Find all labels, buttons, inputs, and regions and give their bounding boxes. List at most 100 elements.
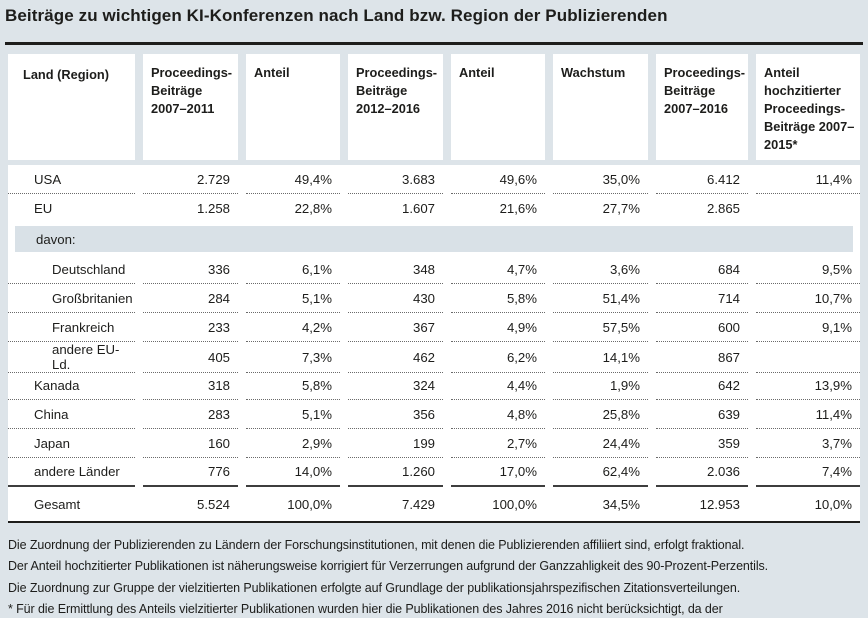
value-cell: 12.953 xyxy=(699,496,740,512)
value-cell: 10,7% xyxy=(756,284,860,313)
table-row-kanada: Kanada 318 5,8% 324 4,4% 1,9% 642 13,9% xyxy=(8,371,860,400)
value-cell: 4,7% xyxy=(451,255,545,284)
column-header-anteil-hochzitiert: Anteil hochzitierter Proceedings-Beiträg… xyxy=(756,54,860,160)
value-cell: 13,9% xyxy=(756,371,860,400)
value-cell: 7,4% xyxy=(756,458,860,487)
row-label: Kanada xyxy=(8,371,135,400)
value-cell: 684 xyxy=(656,255,748,284)
value-cell: 348 xyxy=(348,255,443,284)
row-label: Großbritanien xyxy=(8,284,135,313)
value-cell: 1.258 xyxy=(196,201,230,216)
table-row-china: China 283 5,1% 356 4,8% 25,8% 639 11,4% xyxy=(8,400,860,429)
table-row-gro-britanien: Großbritanien 284 5,1% 430 5,8% 51,4% 714 10,7% xyxy=(8,284,860,313)
value-cell: 5,8% xyxy=(246,371,340,400)
value-cell: 462 xyxy=(348,342,443,373)
value-cell: 284 xyxy=(143,284,238,313)
value-cell: 1,9% xyxy=(553,371,648,400)
value-cell xyxy=(756,342,860,373)
value-cell: 283 xyxy=(143,400,238,429)
row-label: USA xyxy=(8,165,135,194)
column-header-anteil-2: Anteil xyxy=(451,54,545,160)
value-cell: 318 xyxy=(143,371,238,400)
value-cell: 100,0% xyxy=(287,496,332,512)
value-cell: 4,9% xyxy=(451,313,545,342)
row-label: EU xyxy=(34,201,53,216)
column-header-proceedings-2007-2011: Proceedings-Beiträge 2007–2011 xyxy=(143,54,238,160)
value-cell: 7.429 xyxy=(401,496,435,512)
value-cell: 336 xyxy=(143,255,238,284)
row-label: Gesamt xyxy=(34,496,81,512)
row-label: Japan xyxy=(8,429,135,458)
value-cell: 21,6% xyxy=(499,201,537,216)
title-divider xyxy=(5,42,863,45)
value-cell: 7,3% xyxy=(246,342,340,373)
value-cell: 430 xyxy=(348,284,443,313)
table-row-andere-l-nder: andere Länder 776 14,0% 1.260 17,0% 62,4% 2.03… xyxy=(8,458,860,487)
value-cell: 49,4% xyxy=(246,165,340,194)
table-header: Land (Region) Proceedings-Beiträge 2007–… xyxy=(8,54,860,160)
value-cell: 233 xyxy=(143,313,238,342)
footnote-line: Die Zuordnung zur Gruppe der vielzitiert… xyxy=(8,580,741,595)
column-header-anteil-1: Anteil xyxy=(246,54,340,160)
row-label: andere EU-Ld. xyxy=(8,342,135,373)
value-cell: 49,6% xyxy=(451,165,545,194)
value-cell: 3,7% xyxy=(756,429,860,458)
table-body: USA 2.729 49,4% 3.683 49,6% 35,0% 6.412 11,4% EU… xyxy=(8,165,860,523)
row-label: andere Länder xyxy=(8,458,135,487)
value-cell: 199 xyxy=(348,429,443,458)
value-cell: 17,0% xyxy=(451,458,545,487)
value-cell: 776 xyxy=(143,458,238,487)
value-cell: 10,0% xyxy=(814,496,852,512)
value-cell: 11,4% xyxy=(756,165,860,194)
value-cell: 27,7% xyxy=(602,201,640,216)
value-cell: 600 xyxy=(656,313,748,342)
value-cell: 2,9% xyxy=(246,429,340,458)
value-cell: 1.260 xyxy=(348,458,443,487)
table-row-eu: EU 1.258 22,8% 1.607 21,6% 27,7% 2.865 xyxy=(8,194,860,223)
value-cell: 9,1% xyxy=(756,313,860,342)
value-cell: 6,1% xyxy=(246,255,340,284)
value-cell: 34,5% xyxy=(602,496,640,512)
value-cell: 2.865 xyxy=(706,201,740,216)
value-cell: 4,2% xyxy=(246,313,340,342)
value-cell: 639 xyxy=(656,400,748,429)
value-cell: 2.036 xyxy=(656,458,748,487)
footnote-line: Der Anteil hochzitierter Publikationen i… xyxy=(8,559,769,574)
value-cell: 11,4% xyxy=(756,400,860,429)
value-cell: 9,5% xyxy=(756,255,860,284)
value-cell: 5.524 xyxy=(196,496,230,512)
value-cell: 867 xyxy=(656,342,748,373)
value-cell: 405 xyxy=(143,342,238,373)
row-label: Frankreich xyxy=(8,313,135,342)
value-cell: 642 xyxy=(656,371,748,400)
value-cell: 22,8% xyxy=(294,201,332,216)
value-cell: 14,0% xyxy=(246,458,340,487)
value-cell: 4,4% xyxy=(451,371,545,400)
value-cell: 2.729 xyxy=(143,165,238,194)
value-cell: 6.412 xyxy=(656,165,748,194)
row-label: Deutschland xyxy=(8,255,135,284)
value-cell: 367 xyxy=(348,313,443,342)
column-header-land-region: Land (Region) xyxy=(8,54,135,160)
value-cell: 24,4% xyxy=(553,429,648,458)
value-cell: 14,1% xyxy=(553,342,648,373)
value-cell: 3,6% xyxy=(553,255,648,284)
value-cell: 3.683 xyxy=(348,165,443,194)
column-header-proceedings-2007-2016: Proceedings-Beiträge 2007–2016 xyxy=(656,54,748,160)
value-cell: 160 xyxy=(143,429,238,458)
value-cell: 4,8% xyxy=(451,400,545,429)
value-cell: 5,1% xyxy=(246,284,340,313)
table-row-frankreich: Frankreich 233 4,2% 367 4,9% 57,5% 600 9,1% xyxy=(8,313,860,342)
value-cell: 5,8% xyxy=(451,284,545,313)
column-header-proceedings-2012-2016: Proceedings-Beiträge 2012–2016 xyxy=(348,54,443,160)
value-cell: 2,7% xyxy=(451,429,545,458)
table-row-gesamt: Gesamt 5.524 100,0% 7.429 100,0% 34,5% 12.953 1… xyxy=(8,487,860,521)
table-row-usa: USA 2.729 49,4% 3.683 49,6% 35,0% 6.412 11,4% xyxy=(8,165,860,194)
footnote-line: Die Zuordnung der Publizierenden zu Länd… xyxy=(8,538,745,552)
group-label: davon: xyxy=(36,231,76,247)
value-cell: 62,4% xyxy=(553,458,648,487)
table-row-japan: Japan 160 2,9% 199 2,7% 24,4% 359 3,7% xyxy=(8,429,860,458)
row-label: China xyxy=(8,400,135,429)
value-cell: 35,0% xyxy=(553,165,648,194)
